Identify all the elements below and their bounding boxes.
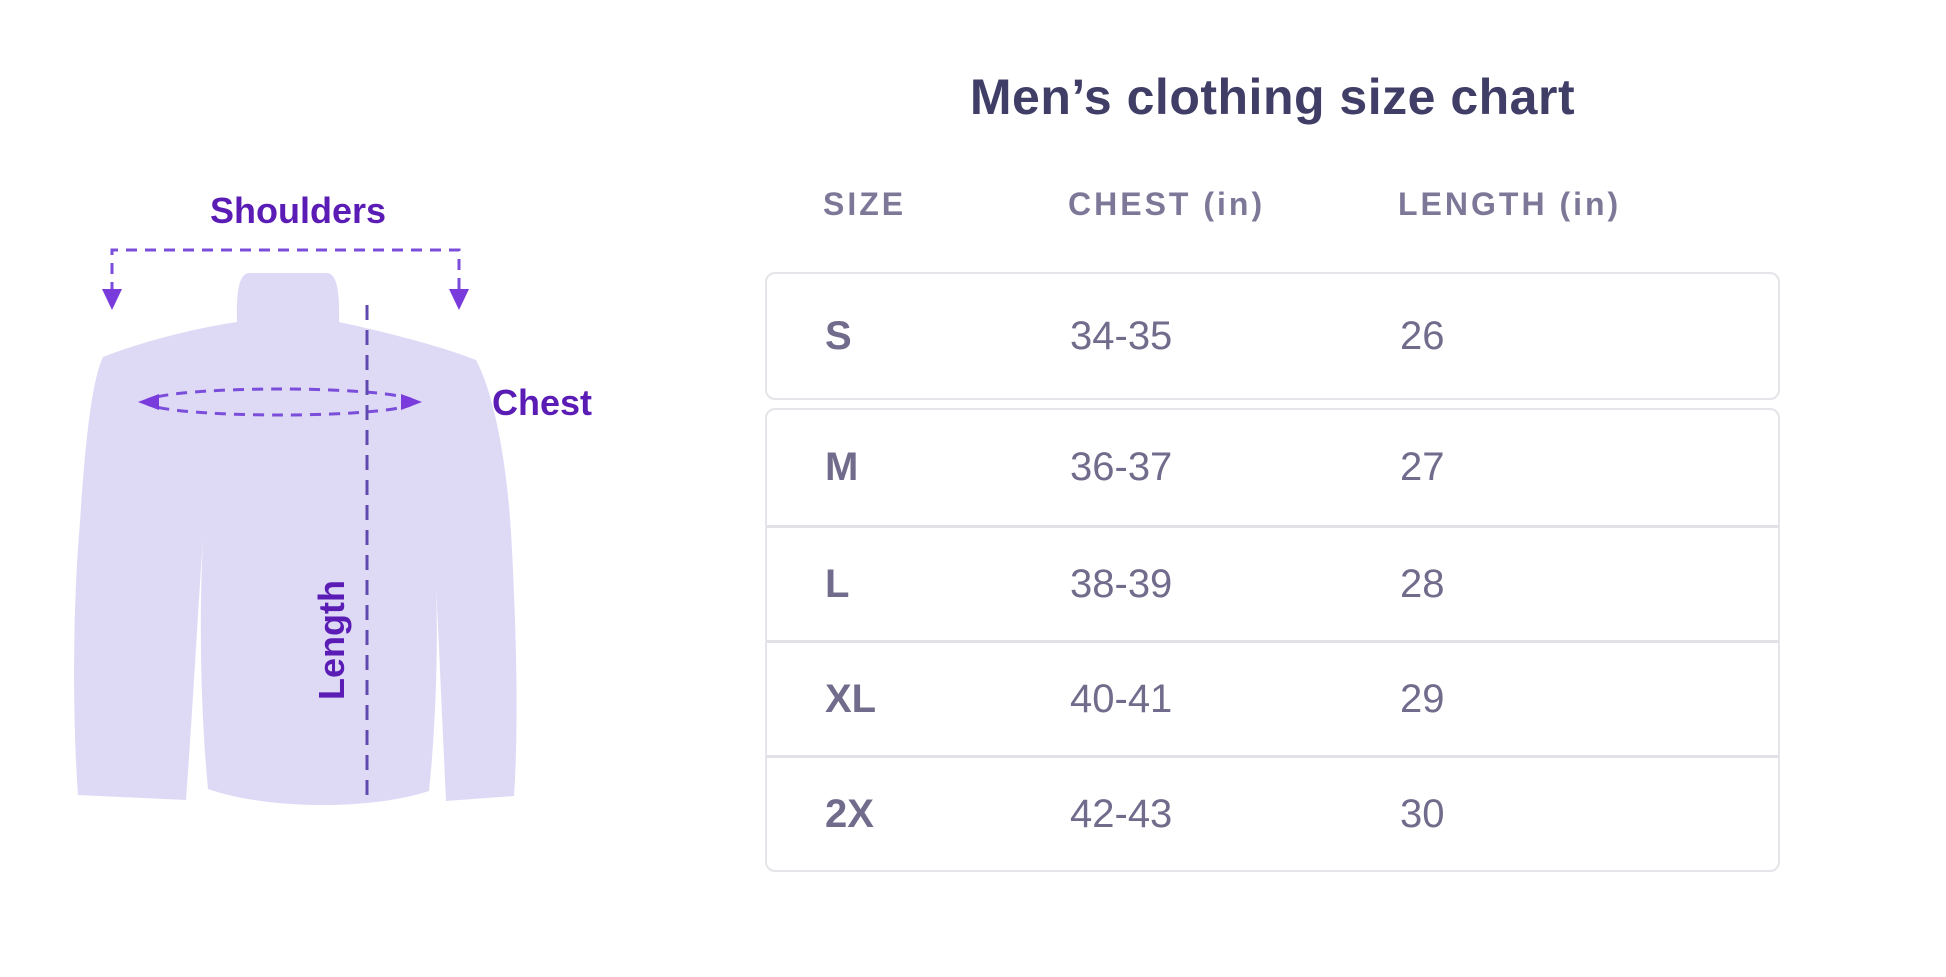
- length-label: Length: [311, 580, 352, 700]
- column-header-size: SIZE: [823, 186, 907, 222]
- chest-cell: 42-43: [1070, 791, 1173, 836]
- length-cell: 29: [1400, 676, 1445, 721]
- chest-cell: 38-39: [1070, 561, 1173, 606]
- table-row: L 38-39 28: [767, 525, 1778, 640]
- column-header-chest: CHEST (in): [1068, 186, 1266, 222]
- size-table-card-bottom: M 36-37 27 L 38-39 28 XL 40-41 29 2X 42-…: [765, 408, 1780, 872]
- table-row: XL 40-41 29: [767, 640, 1778, 755]
- down-arrow-icon: [449, 289, 469, 310]
- length-cell: 27: [1400, 445, 1445, 489]
- table-header-row: SIZE CHEST (in) LENGTH (in): [765, 186, 1780, 223]
- column-header-length: LENGTH (in): [1398, 186, 1622, 222]
- chest-cell: 36-37: [1070, 445, 1173, 489]
- page-title: Men’s clothing size chart: [969, 69, 1576, 125]
- shirt-measurement-diagram: Shoulders Chest Length: [40, 150, 640, 870]
- shirt-illustration-svg: [74, 248, 517, 806]
- left-arrow-icon: [138, 394, 159, 410]
- chest-label: Chest: [492, 382, 593, 423]
- table-row: M 36-37 27: [767, 410, 1778, 525]
- size-cell: S: [825, 313, 852, 358]
- table-row: S 34-35 26: [767, 274, 1778, 398]
- length-cell: 30: [1400, 791, 1445, 836]
- length-cell: 28: [1400, 561, 1445, 606]
- chest-cell: 40-41: [1070, 676, 1173, 721]
- length-cell: 26: [1400, 313, 1445, 358]
- size-cell: L: [825, 561, 850, 606]
- chest-cell: 34-35: [1070, 313, 1173, 358]
- size-cell: XL: [825, 676, 877, 721]
- down-arrow-icon: [102, 289, 122, 310]
- right-arrow-icon: [401, 394, 422, 410]
- shoulders-label: Shoulders: [209, 190, 387, 231]
- shoulders-measure-line: [110, 248, 461, 293]
- table-row: 2X 42-43 30: [767, 755, 1778, 870]
- size-table-card-top: S 34-35 26: [765, 272, 1780, 400]
- shirt-silhouette: [74, 273, 517, 806]
- size-cell: 2X: [825, 791, 874, 836]
- size-cell: M: [825, 445, 859, 489]
